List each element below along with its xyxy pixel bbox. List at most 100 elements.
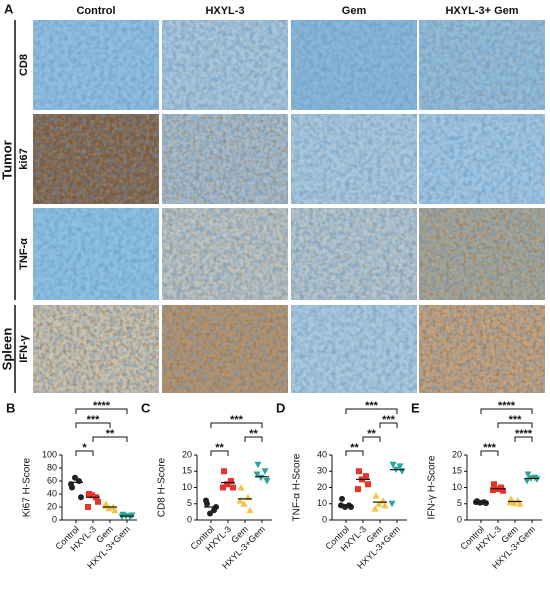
micrograph-stain — [162, 20, 288, 110]
significance-bracket — [210, 422, 263, 428]
data-point — [372, 492, 380, 499]
data-point — [523, 478, 531, 485]
data-point — [72, 474, 78, 481]
data-point — [237, 484, 245, 491]
micrograph-stain — [162, 208, 288, 300]
significance-label: ** — [367, 428, 376, 440]
y-tick-label: 0 — [457, 514, 462, 524]
micrograph-stain — [419, 20, 545, 110]
panel-label: E — [411, 400, 420, 415]
micrograph-stain — [33, 305, 159, 393]
significance-bracket — [480, 408, 533, 414]
data-point — [365, 481, 371, 488]
panel-label: C — [141, 400, 151, 415]
column-header: HXYL-3+ Gem — [445, 5, 518, 17]
significance-label: *** — [382, 414, 396, 426]
micrograph-stain — [162, 114, 288, 204]
y-tick-label: 20 — [317, 482, 327, 492]
significance-label: *** — [365, 400, 379, 412]
row-label: ki67 — [18, 148, 30, 169]
data-point — [224, 481, 230, 488]
significance-label: *** — [230, 414, 244, 426]
micrograph-stain — [291, 208, 417, 300]
data-point — [236, 497, 244, 504]
data-point — [375, 500, 383, 507]
significance-label: ** — [215, 442, 224, 454]
data-point — [388, 500, 396, 508]
micrograph-stain — [33, 208, 159, 300]
y-axis-label: IFN-γ H-Score — [427, 455, 438, 519]
data-point — [490, 487, 496, 494]
micrograph-stain — [291, 114, 417, 204]
significance-bracket — [75, 450, 94, 456]
y-tick-label: 60 — [47, 475, 57, 485]
y-tick-label: 40 — [47, 488, 57, 498]
data-point — [371, 505, 379, 512]
y-tick-label: 20 — [47, 501, 57, 511]
data-point — [261, 468, 269, 475]
data-point — [111, 506, 119, 514]
data-point — [85, 504, 91, 510]
y-tick-label: 100 — [42, 449, 57, 459]
data-point — [207, 510, 213, 517]
column-header: HXYL-3 — [205, 5, 244, 17]
y-axis-label: TNF-α H-Score — [292, 453, 303, 521]
data-point — [254, 461, 262, 469]
significance-bracket — [480, 450, 499, 456]
significance-bracket — [345, 408, 398, 414]
data-point — [381, 501, 389, 509]
y-tick-label: 10 — [182, 482, 192, 492]
panel-label: A — [4, 1, 14, 16]
significance-bracket — [75, 422, 111, 428]
significance-label: *** — [483, 442, 497, 454]
significance-label: *** — [87, 414, 101, 426]
row-label: IFN-γ — [18, 334, 30, 362]
significance-label: ** — [249, 428, 258, 440]
data-point — [78, 494, 84, 501]
data-point — [240, 500, 248, 507]
data-point — [118, 513, 126, 521]
significance-bracket — [210, 450, 229, 456]
significance-label: **** — [498, 400, 516, 412]
data-point — [246, 506, 254, 514]
significance-bracket — [514, 436, 533, 442]
data-point — [389, 461, 397, 469]
panel-label: D — [276, 400, 285, 415]
y-axis-label: CD8 H-Score — [157, 457, 168, 517]
row-label: TNF-α — [18, 238, 30, 270]
data-point — [203, 497, 209, 504]
group-label: Tumor — [0, 140, 14, 179]
y-tick-label: 30 — [317, 466, 327, 476]
data-point — [516, 500, 524, 507]
data-point — [228, 478, 234, 484]
y-tick-label: 0 — [322, 514, 327, 524]
column-header: Gem — [342, 5, 367, 17]
data-point — [483, 500, 489, 507]
significance-label: * — [82, 442, 87, 454]
significance-label: **** — [93, 400, 111, 412]
significance-bracket — [244, 436, 263, 442]
significance-label: ** — [350, 442, 359, 454]
significance-bracket — [379, 422, 398, 428]
data-point — [263, 478, 271, 485]
micrograph-stain — [291, 20, 417, 110]
panel-label: B — [6, 400, 15, 415]
micrograph-stain — [419, 114, 545, 204]
y-tick-label: 10 — [452, 482, 462, 492]
data-point — [253, 471, 261, 478]
significance-label: ** — [106, 428, 115, 440]
row-label: CD8 — [18, 54, 30, 76]
micrograph-stain — [33, 20, 159, 110]
data-point — [339, 495, 345, 502]
y-tick-label: 80 — [47, 462, 57, 472]
data-point — [221, 468, 227, 475]
data-point — [230, 484, 236, 491]
significance-bracket — [75, 408, 128, 414]
data-point — [220, 484, 226, 491]
y-tick-label: 5 — [187, 498, 192, 508]
y-tick-label: 10 — [317, 498, 327, 508]
y-axis-label: Ki67 H-Score — [22, 457, 33, 517]
significance-bracket — [92, 436, 128, 442]
micrograph-stain — [162, 305, 288, 393]
micrograph-stain — [419, 208, 545, 300]
